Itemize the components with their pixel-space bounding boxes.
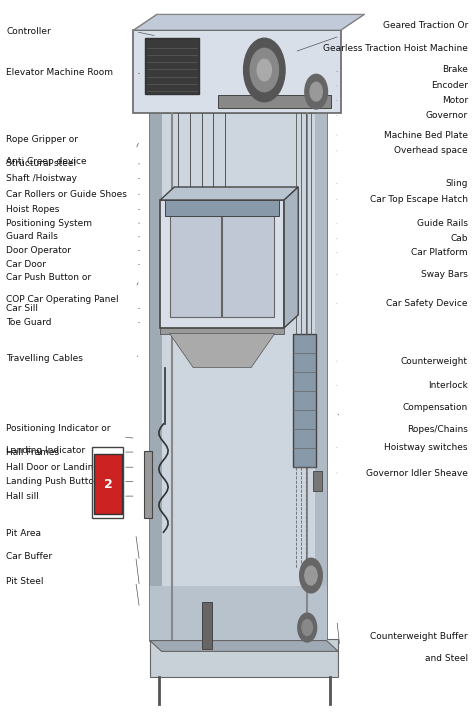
Text: Positioning Indicator or: Positioning Indicator or (6, 423, 110, 433)
Text: Interlock: Interlock (428, 381, 468, 390)
Text: Hoistway switches: Hoistway switches (384, 443, 468, 452)
Text: Geared Traction Or: Geared Traction Or (383, 21, 468, 30)
Text: Car Rollers or Guide Shoes: Car Rollers or Guide Shoes (6, 190, 127, 199)
Text: Elevator Machine Room: Elevator Machine Room (6, 67, 113, 77)
Text: Structural steel: Structural steel (6, 160, 76, 168)
FancyBboxPatch shape (313, 471, 322, 491)
Text: Travelling Cables: Travelling Cables (6, 355, 83, 363)
Text: Shaft /Hoistway: Shaft /Hoistway (6, 174, 77, 183)
FancyBboxPatch shape (133, 30, 341, 113)
Text: Ropes/Chains: Ropes/Chains (407, 426, 468, 434)
Text: Anti Creep device: Anti Creep device (6, 157, 87, 167)
FancyBboxPatch shape (150, 639, 338, 676)
FancyBboxPatch shape (144, 451, 152, 518)
Text: Car Sill: Car Sill (6, 304, 38, 312)
Text: COP Car Operating Panel: COP Car Operating Panel (6, 295, 118, 304)
FancyBboxPatch shape (150, 113, 327, 641)
Text: Guide Rails: Guide Rails (417, 220, 468, 228)
Text: Compensation: Compensation (402, 402, 468, 412)
Text: Door Operator: Door Operator (6, 246, 71, 255)
Text: Car Push Button or: Car Push Button or (6, 273, 91, 281)
Text: Governor Idler Sheave: Governor Idler Sheave (366, 468, 468, 478)
FancyBboxPatch shape (218, 94, 331, 107)
FancyBboxPatch shape (222, 215, 273, 317)
Text: Cab: Cab (450, 233, 468, 243)
Text: Car Door: Car Door (6, 260, 46, 269)
Text: Positioning System: Positioning System (6, 219, 92, 228)
FancyBboxPatch shape (201, 602, 212, 649)
Text: Hall sill: Hall sill (6, 492, 39, 500)
Circle shape (298, 613, 317, 642)
Text: Toe Guard: Toe Guard (6, 318, 52, 327)
Text: Car Platform: Car Platform (411, 248, 468, 257)
Text: Pit Area: Pit Area (6, 529, 41, 538)
Text: Pit Steel: Pit Steel (6, 577, 44, 586)
Text: Gearless Traction Hoist Machine: Gearless Traction Hoist Machine (323, 44, 468, 53)
Polygon shape (170, 334, 275, 368)
Polygon shape (133, 14, 364, 30)
Text: Hoist Ropes: Hoist Ropes (6, 205, 59, 214)
Circle shape (305, 75, 328, 109)
Polygon shape (160, 187, 298, 200)
FancyBboxPatch shape (315, 113, 327, 641)
Text: Encoder: Encoder (431, 81, 468, 91)
Text: Guard Rails: Guard Rails (6, 232, 58, 241)
Text: Hall Frames: Hall Frames (6, 447, 59, 457)
Text: Car Safety Device: Car Safety Device (386, 299, 468, 308)
Polygon shape (150, 641, 338, 651)
FancyBboxPatch shape (150, 587, 327, 641)
FancyBboxPatch shape (165, 200, 279, 216)
Text: Car Buffer: Car Buffer (6, 552, 52, 560)
Text: Brake: Brake (442, 65, 468, 75)
Circle shape (257, 59, 272, 80)
Circle shape (305, 566, 317, 585)
Text: Rope Gripper or: Rope Gripper or (6, 135, 78, 144)
Circle shape (250, 49, 278, 91)
Circle shape (302, 620, 312, 636)
Text: Governor: Governor (426, 111, 468, 120)
Text: Sway Bars: Sway Bars (421, 270, 468, 279)
Text: Counterweight: Counterweight (401, 357, 468, 365)
Text: 2: 2 (103, 478, 112, 491)
Text: Motor: Motor (442, 96, 468, 105)
Text: Landing Push Button: Landing Push Button (6, 477, 100, 486)
Circle shape (244, 38, 285, 102)
FancyBboxPatch shape (160, 328, 284, 334)
Text: Overhead space: Overhead space (394, 146, 468, 155)
Text: Sling: Sling (446, 179, 468, 188)
FancyBboxPatch shape (145, 38, 199, 94)
Text: Car Top Escape Hatch: Car Top Escape Hatch (370, 195, 468, 204)
FancyBboxPatch shape (160, 200, 284, 328)
Polygon shape (284, 187, 298, 328)
Circle shape (300, 558, 322, 593)
Text: Landing Indicator: Landing Indicator (6, 447, 85, 455)
FancyBboxPatch shape (94, 455, 121, 514)
FancyBboxPatch shape (292, 334, 316, 467)
FancyBboxPatch shape (150, 113, 162, 641)
Text: and Steel: and Steel (425, 654, 468, 663)
Text: Hall Door or Landing Door: Hall Door or Landing Door (6, 463, 124, 472)
Text: Counterweight Buffer: Counterweight Buffer (370, 631, 468, 641)
Text: Machine Bed Plate: Machine Bed Plate (384, 130, 468, 139)
Text: Controller: Controller (6, 28, 51, 36)
Circle shape (310, 82, 322, 101)
FancyBboxPatch shape (170, 215, 221, 317)
